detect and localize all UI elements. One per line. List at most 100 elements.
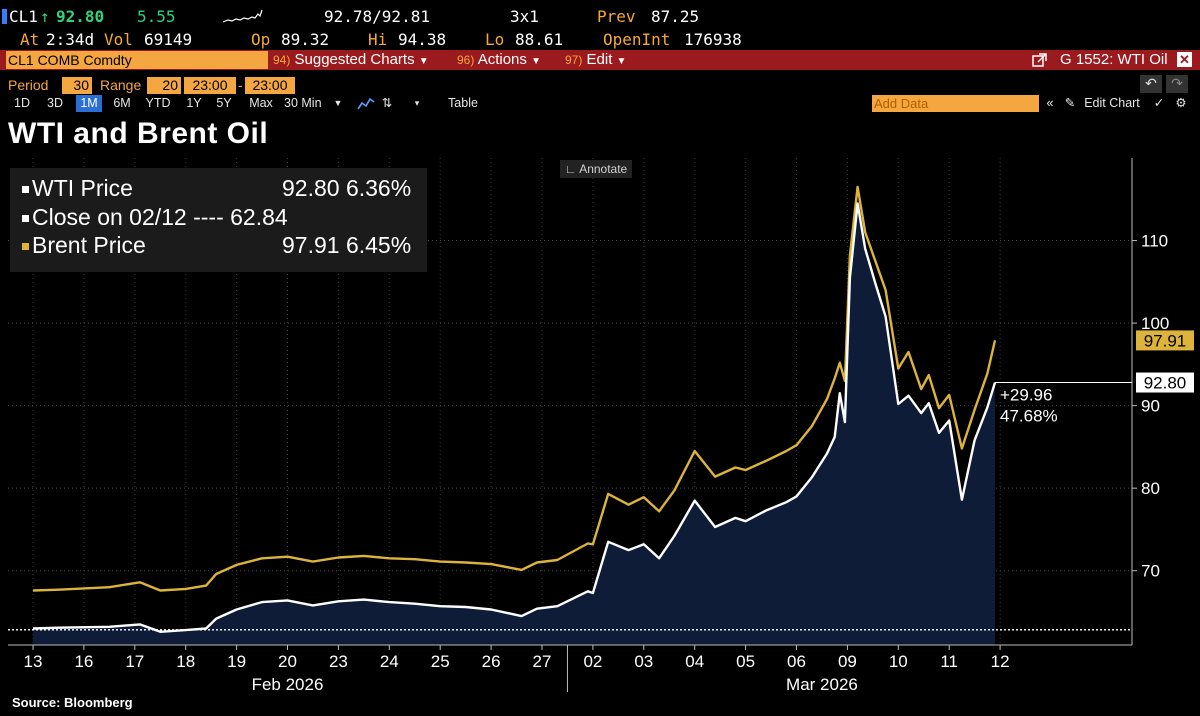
y-tick-label: 90 <box>1141 397 1160 416</box>
x-tick-label: 16 <box>74 652 93 671</box>
period-btn-5y[interactable]: 5Y <box>216 96 232 110</box>
prev-label: Prev <box>597 7 636 26</box>
x-tick-label: 13 <box>24 652 43 671</box>
settings-row: Period 30 Range 20 23:00 - 23:00 ↶ ↷ <box>0 75 1200 95</box>
legend-item-wti[interactable]: WTI Price <box>22 174 133 202</box>
bid-ask: 92.78/92.81 <box>324 7 430 26</box>
brent-line <box>32 185 997 592</box>
annotate-button[interactable]: ∟ Annotate <box>560 160 632 178</box>
ticker[interactable]: CL1 <box>9 7 38 26</box>
legend-label-close: Close on 02/12 ---- 62.84 <box>32 204 288 230</box>
legend-label-brent: Brent Price <box>32 232 146 258</box>
period-btn-1m[interactable]: 1M <box>76 95 102 112</box>
edit-chart-button[interactable]: Edit Chart <box>1084 96 1140 110</box>
close-icon[interactable]: ✕ <box>1177 52 1192 67</box>
change-label: +29.96 <box>1000 386 1052 405</box>
x-tick-label: 23 <box>329 652 348 671</box>
range-label: Range <box>100 77 142 93</box>
pencil-icon[interactable]: ✎ <box>1064 96 1076 110</box>
actions-num: 96) <box>457 53 475 67</box>
x-tick-label: 04 <box>685 652 704 671</box>
edit-num: 97) <box>565 53 583 67</box>
format-icon[interactable]: ✓ <box>1153 96 1165 110</box>
legend-swatch-close <box>22 215 29 223</box>
legend-swatch-wti <box>22 186 29 194</box>
caret-down-icon: ▼ <box>616 56 627 67</box>
suggested-label: Suggested Charts <box>294 51 415 68</box>
table-button[interactable]: Table <box>448 96 478 110</box>
op-label: Op <box>251 30 271 49</box>
period-field[interactable]: 30 <box>62 77 92 94</box>
legend-value-brent: 97.91 6.45% <box>282 232 412 258</box>
at-label: At <box>20 30 40 49</box>
edit-menu[interactable]: 97) Edit ▼ <box>565 50 626 70</box>
month-label: Mar 2026 <box>786 675 858 694</box>
period-btn-max[interactable]: Max <box>249 96 273 110</box>
period-buttons: 1D 3D 1M 6M YTD 1Y 5Y Max 30 Min ▼ ⇅ ▾ T… <box>0 95 1200 112</box>
y-tick-label: 100 <box>1141 314 1169 333</box>
legend-value-wti: 92.80 6.36% <box>282 175 412 201</box>
lo-label: Lo <box>485 30 505 49</box>
undo-icon[interactable]: ↶ <box>1140 75 1162 93</box>
last-price: 92.80 <box>56 7 105 26</box>
vol-label: Vol <box>104 30 133 49</box>
bar-type-caret-icon[interactable]: ▾ <box>414 98 420 108</box>
range-from-field[interactable]: 23:00 <box>184 77 236 94</box>
ticker-flag-icon <box>2 9 7 24</box>
brent-last-label: 97.91 <box>1144 331 1187 350</box>
x-tick-label: 19 <box>227 652 246 671</box>
period-label: Period <box>8 77 49 93</box>
range-to-field[interactable]: 23:00 <box>245 77 295 94</box>
collapse-icon[interactable]: « <box>1046 96 1054 110</box>
y-tick-label: 70 <box>1141 562 1160 581</box>
legend-item-close[interactable]: Close on 02/12 ---- 62.84 <box>22 203 288 231</box>
range-dash: - <box>238 77 243 93</box>
x-tick-label: 27 <box>533 652 552 671</box>
popout-icon[interactable] <box>1032 53 1047 67</box>
openint-label: OpenInt <box>603 30 671 49</box>
security-field[interactable]: CL1 COMB Comdty <box>6 51 268 69</box>
wti-area <box>33 203 996 645</box>
x-tick-label: 11 <box>940 652 958 671</box>
change-pct-label: 47.68% <box>1000 407 1058 426</box>
annotate-icon: ∟ <box>564 162 577 176</box>
period-btn-1d[interactable]: 1D <box>14 96 30 110</box>
period-btn-6m[interactable]: 6M <box>113 96 131 110</box>
bid-ask-size: 3x1 <box>510 7 539 26</box>
actions-menu[interactable]: 96) Actions ▼ <box>457 50 541 70</box>
x-tick-label: 05 <box>736 652 755 671</box>
legend-swatch-brent <box>22 243 29 251</box>
period-btn-ytd[interactable]: YTD <box>145 96 171 110</box>
suggested-charts-menu[interactable]: 94) Suggested Charts ▼ <box>273 50 429 70</box>
period-btn-1y[interactable]: 1Y <box>186 96 202 110</box>
period-btn-3d[interactable]: 3D <box>47 96 63 110</box>
settings-gear-icon[interactable]: ⚙ <box>1175 96 1187 110</box>
period-btn-30min[interactable]: 30 Min <box>284 96 322 110</box>
x-tick-label: 09 <box>838 652 857 671</box>
line-chart-icon[interactable] <box>357 96 375 111</box>
range-field[interactable]: 20 <box>147 77 181 94</box>
legend: WTI Price 92.80 6.36% Close on 02/12 ---… <box>10 168 427 272</box>
openint-value: 176938 <box>684 30 742 49</box>
caret-down-icon: ▼ <box>531 56 541 67</box>
x-tick-label: 17 <box>125 652 144 671</box>
annotate-label: Annotate <box>579 162 628 176</box>
chart-type-caret-icon[interactable]: ▼ <box>333 98 343 108</box>
caret-down-icon: ▼ <box>418 56 429 67</box>
wti-last-label: 92.80 <box>1144 374 1187 393</box>
command-bar: CL1 COMB Comdty 94) Suggested Charts ▼ 9… <box>0 50 1200 70</box>
legend-item-brent[interactable]: Brent Price <box>22 231 146 259</box>
up-arrow-icon: ↑ <box>40 7 50 26</box>
x-tick-label: 20 <box>278 652 297 671</box>
suggested-num: 94) <box>273 53 291 67</box>
lo-value: 88.61 <box>515 30 564 49</box>
x-tick-label: 24 <box>380 652 399 671</box>
at-value: 2:34d <box>46 30 95 49</box>
bar-type-icon[interactable]: ⇅ <box>381 96 393 110</box>
add-data-input[interactable]: Add Data <box>872 95 1039 112</box>
redo-icon[interactable]: ↷ <box>1166 75 1188 93</box>
x-tick-label: 06 <box>787 652 806 671</box>
prev-value: 87.25 <box>651 7 700 26</box>
x-tick-label: 18 <box>176 652 195 671</box>
chart-name: G 1552: WTI Oil <box>1060 51 1168 68</box>
